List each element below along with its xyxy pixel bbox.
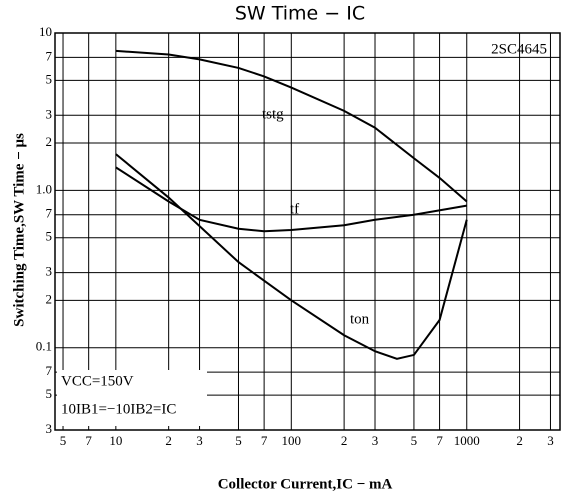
x-tick-label: 10 <box>109 433 122 448</box>
x-tick-label: 2 <box>516 433 523 448</box>
x-tick-label: 5 <box>235 433 242 448</box>
y-tick-label: 5 <box>46 386 53 401</box>
y-tick-label: 3 <box>46 421 53 436</box>
y-tick-label: 7 <box>46 363 53 378</box>
y-tick-label: 3 <box>46 264 53 279</box>
annotation: VCC=150V <box>61 373 134 389</box>
annotation-bg <box>57 370 207 426</box>
series-label: ton <box>350 311 370 327</box>
chart-title: SW Time − IC <box>235 3 365 25</box>
y-tick-label: 1.0 <box>36 181 52 196</box>
series-label: tstg <box>262 106 284 122</box>
x-tick-label: 7 <box>436 433 443 448</box>
y-tick-label: 2 <box>46 134 53 149</box>
y-tick-label: 7 <box>46 48 53 63</box>
y-axis-label: Switching Time,SW Time − μs <box>11 133 27 327</box>
x-tick-label: 5 <box>411 433 418 448</box>
annotation: 10IB1=−10IB2=IC <box>61 401 176 417</box>
y-tick-label: 2 <box>46 291 53 306</box>
x-tick-label: 7 <box>85 433 92 448</box>
y-tick-label: 3 <box>46 106 53 121</box>
x-tick-label: 2 <box>341 433 348 448</box>
y-tick-label: 0.1 <box>36 339 52 354</box>
x-tick-label: 100 <box>282 433 302 448</box>
x-tick-label: 1000 <box>454 433 480 448</box>
x-tick-label: 3 <box>547 433 554 448</box>
series-line <box>115 153 468 360</box>
y-tick-label: 5 <box>46 71 53 86</box>
y-tick-label: 10 <box>39 24 52 39</box>
y-tick-label: 5 <box>46 229 53 244</box>
x-tick-label: 3 <box>196 433 203 448</box>
x-tick-label: 5 <box>60 433 67 448</box>
x-tick-label: 2 <box>165 433 172 448</box>
y-tick-label: 7 <box>46 206 53 221</box>
plot-frame <box>54 32 561 431</box>
x-tick-label: 7 <box>261 433 268 448</box>
series-label: tf <box>290 201 299 217</box>
x-axis-label: Collector Current,IC − mA <box>218 476 393 492</box>
series-line <box>115 49 468 203</box>
x-tick-label: 3 <box>372 433 379 448</box>
